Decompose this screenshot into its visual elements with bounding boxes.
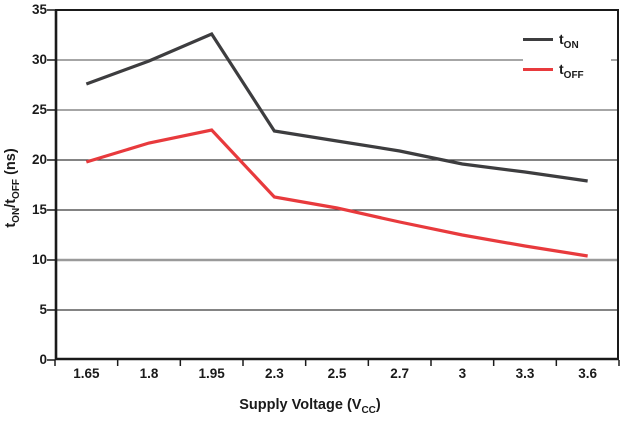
x-axis-title: Supply Voltage (VCC) xyxy=(0,397,620,416)
x-tick-label-2.7: 2.7 xyxy=(390,366,410,381)
legend: tON tOFF xyxy=(523,24,611,84)
x-tick-label-2.3: 2.3 xyxy=(264,366,284,381)
legend-swatch-tON xyxy=(523,37,553,41)
y-axis-title-sub-off: OFF xyxy=(10,178,22,199)
y-tick-label-25: 25 xyxy=(31,102,47,117)
x-tick-label-3: 3 xyxy=(458,366,467,381)
legend-label-tOFF: tOFF xyxy=(559,61,584,81)
y-axis-title-text: /t xyxy=(3,198,19,208)
x-tick-label-3.3: 3.3 xyxy=(515,366,535,381)
series-line-tON xyxy=(85,31,588,183)
y-axis-title: tON/tOFF (ns) xyxy=(3,148,22,228)
y-axis-title-text: t xyxy=(3,222,19,228)
series-line-tOFF xyxy=(85,128,588,258)
x-tick-label-3.6: 3.6 xyxy=(578,366,598,381)
y-axis-title-sub-on: ON xyxy=(10,207,22,223)
legend-label-tON: tON xyxy=(559,31,579,51)
x-tick-label-1.65: 1.65 xyxy=(73,366,100,381)
x-tick-label-2.5: 2.5 xyxy=(327,366,347,381)
x-axis-title-sub: CC xyxy=(361,404,376,416)
y-tick-label-15: 15 xyxy=(31,202,47,217)
legend-item-tON: tON xyxy=(523,31,611,51)
legend-swatch-tOFF xyxy=(523,67,553,71)
y-tick-label-30: 30 xyxy=(31,52,47,67)
x-tick-label-1.95: 1.95 xyxy=(198,366,225,381)
y-tick-label-10: 10 xyxy=(31,252,47,267)
y-axis-title-text: (ns) xyxy=(3,148,19,179)
y-tick-label-5: 5 xyxy=(39,302,47,317)
x-tick-label-1.8: 1.8 xyxy=(139,366,159,381)
y-tick-label-20: 20 xyxy=(31,152,47,167)
y-tick-label-35: 35 xyxy=(31,2,47,17)
x-axis-title-text: ) xyxy=(375,397,381,413)
legend-item-tOFF: tOFF xyxy=(523,61,611,81)
x-axis-title-text: Supply Voltage (V xyxy=(239,397,362,413)
y-tick-label-0: 0 xyxy=(39,352,47,367)
